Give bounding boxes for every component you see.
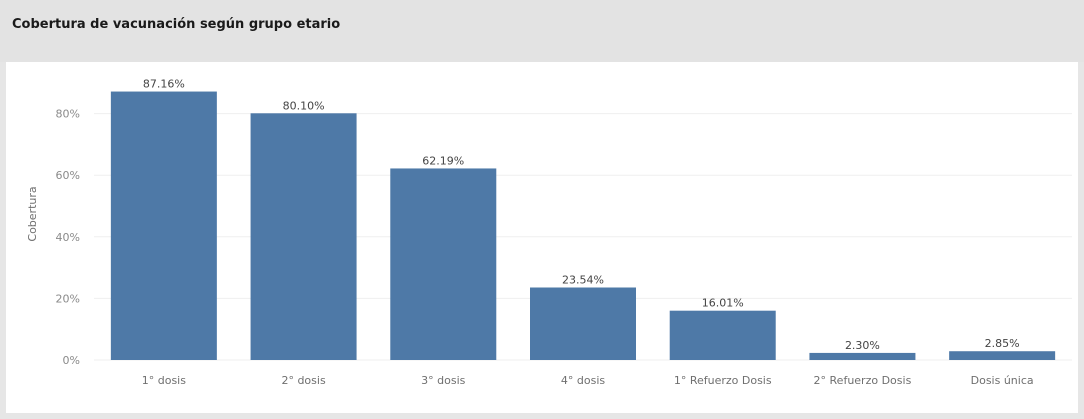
panel-header: Cobertura de vacunación según grupo etar… <box>0 0 1084 62</box>
bar-value-label: 87.16% <box>143 78 185 91</box>
bar[interactable] <box>949 351 1056 360</box>
category-label: Dosis única <box>971 374 1034 387</box>
bars <box>110 91 1056 361</box>
y-tick-label: 60% <box>56 169 80 182</box>
category-label: 1° Refuerzo Dosis <box>674 374 772 387</box>
bar-value-label: 23.54% <box>562 273 604 286</box>
y-axis-ticks: 0% 20% 40% 60% 80% <box>56 108 80 367</box>
bar-value-label: 16.01% <box>702 297 744 310</box>
y-tick-label: 20% <box>56 292 80 305</box>
chart-area: 0% 20% 40% 60% 80% 87.16% 80.10% 62.19% 23.54% 1… <box>6 62 1078 413</box>
y-tick-label: 40% <box>56 231 80 244</box>
bar[interactable] <box>250 113 357 361</box>
value-labels: 87.16% 80.10% 62.19% 23.54% 16.01% 2.30% 2.85% <box>143 78 1020 352</box>
category-labels: 1° dosis 2° dosis 3° dosis 4° dosis 1° Refue… <box>142 374 1034 387</box>
bar-value-label: 80.10% <box>283 99 325 112</box>
category-label: 4° dosis <box>561 374 605 387</box>
bar-chart: 0% 20% 40% 60% 80% 87.16% 80.10% 62.19% 23.54% 1… <box>26 78 1072 387</box>
bar[interactable] <box>669 310 776 360</box>
category-label: 1° dosis <box>142 374 186 387</box>
y-tick-label: 0% <box>63 354 80 367</box>
category-label: 2° dosis <box>281 374 325 387</box>
bar[interactable] <box>530 287 636 360</box>
bar-value-label: 62.19% <box>422 154 464 167</box>
y-tick-label: 80% <box>56 108 80 121</box>
category-label: 2° Refuerzo Dosis <box>814 374 912 387</box>
bar-value-label: 2.30% <box>845 339 880 352</box>
bar[interactable] <box>110 91 217 361</box>
chart-title: Cobertura de vacunación según grupo etar… <box>12 17 341 32</box>
y-axis-title: Cobertura <box>26 186 39 241</box>
category-label: 3° dosis <box>421 374 465 387</box>
bar[interactable] <box>390 168 497 360</box>
bar-value-label: 2.85% <box>985 337 1020 350</box>
bar[interactable] <box>809 352 916 360</box>
